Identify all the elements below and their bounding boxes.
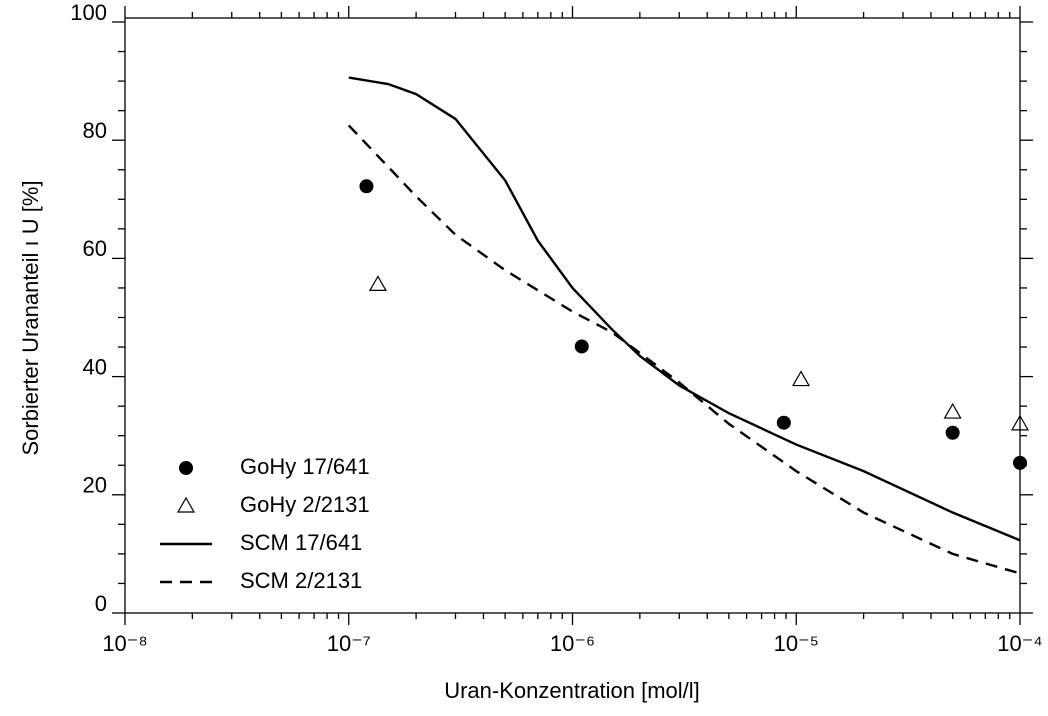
- x-tick-label: 10⁻⁸: [102, 631, 147, 656]
- point: [359, 179, 374, 194]
- y-tick-label: 20: [83, 473, 107, 498]
- legend-label: SCM 17/641: [240, 530, 362, 555]
- plot-frame: [124, 17, 1021, 614]
- legend-label: GoHy 17/641: [240, 454, 370, 479]
- point: [1013, 455, 1027, 470]
- point: [368, 275, 387, 292]
- x-axis-label: Uran-Konzentration [mol/l]: [444, 678, 700, 703]
- y-tick-label: 40: [83, 354, 107, 379]
- point: [945, 425, 960, 440]
- x-tick-label: 10⁻⁵: [774, 631, 819, 656]
- y-tick-label: 80: [83, 118, 107, 143]
- point: [791, 370, 811, 387]
- point: [1010, 414, 1030, 431]
- point: [776, 415, 791, 430]
- y-tick-label: 100: [70, 0, 107, 25]
- x-tick-label: 10⁻⁶: [550, 631, 595, 656]
- legend-marker: [176, 496, 196, 513]
- legend-label: GoHy 2/2131: [240, 492, 370, 517]
- series-line: [347, 124, 1021, 575]
- series-line: [348, 76, 1021, 542]
- point: [943, 402, 962, 419]
- y-axis-label: Sorbierter Urananteil ı U [%]: [18, 180, 43, 455]
- y-tick-label: 60: [83, 236, 107, 261]
- legend-label: SCM 2/2131: [240, 568, 362, 593]
- x-tick-label: 10⁻⁴: [997, 631, 1043, 656]
- x-tick-label: 10⁻⁷: [327, 631, 371, 656]
- y-tick-label: 0: [95, 591, 107, 616]
- legend-marker: [179, 461, 193, 475]
- point: [574, 339, 589, 354]
